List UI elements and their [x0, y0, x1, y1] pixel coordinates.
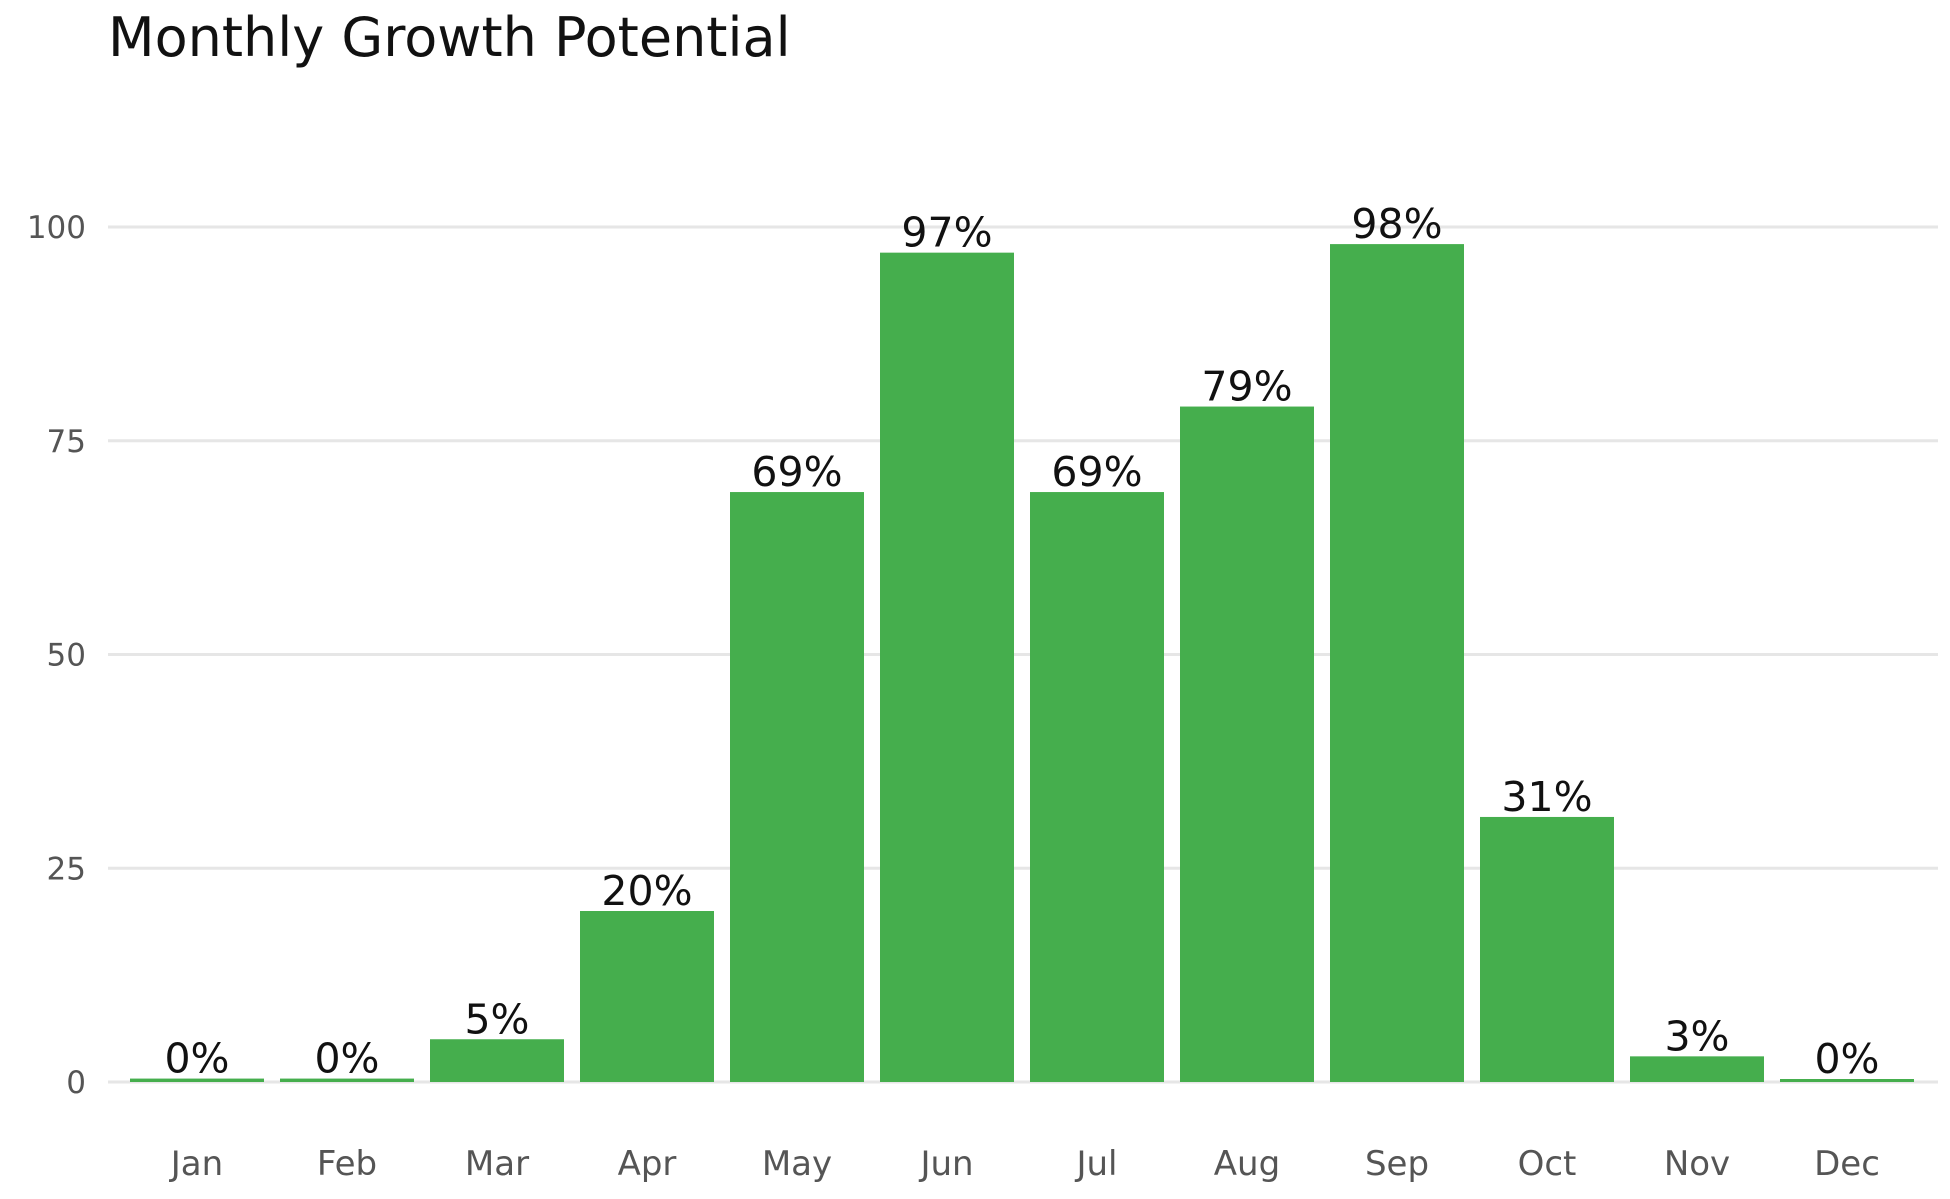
data-label-sep: 98%	[1351, 200, 1442, 248]
bars	[130, 244, 1914, 1083]
bar-feb	[280, 1078, 414, 1082]
data-label-mar: 5%	[464, 995, 529, 1043]
x-tick-label-jul: Jul	[1074, 1144, 1117, 1184]
x-tick-label-aug: Aug	[1214, 1144, 1280, 1184]
bar-sep	[1330, 244, 1464, 1083]
bar-nov	[1630, 1056, 1764, 1082]
bar-jun	[880, 252, 1014, 1082]
data-label-oct: 31%	[1501, 773, 1592, 821]
data-labels: 0% 0% 5% 20% 69% 97% 69% 79% 98% 31% 3% 0%	[164, 200, 1879, 1083]
x-tick-label-jan: Jan	[169, 1144, 223, 1184]
x-tick-label-apr: Apr	[618, 1144, 677, 1184]
x-tick-label-nov: Nov	[1664, 1144, 1730, 1184]
x-tick-label-sep: Sep	[1365, 1144, 1429, 1184]
y-axis-ticks: 0 25 50 75 100	[27, 210, 86, 1101]
data-label-jul: 69%	[1051, 448, 1142, 496]
bar-apr	[580, 911, 714, 1082]
chart-title: Monthly Growth Potential	[108, 6, 791, 69]
data-label-dec: 0%	[1814, 1035, 1879, 1083]
bar-aug	[1180, 406, 1314, 1082]
data-label-feb: 0%	[314, 1035, 379, 1083]
x-tick-label-feb: Feb	[317, 1144, 377, 1184]
x-tick-label-oct: Oct	[1518, 1144, 1577, 1184]
bar-dec	[1780, 1079, 1914, 1082]
bar-jul	[1030, 492, 1164, 1082]
data-label-jun: 97%	[901, 209, 992, 257]
x-tick-label-mar: Mar	[465, 1144, 529, 1184]
bar-mar	[430, 1039, 564, 1082]
gridlines	[108, 225, 1938, 1084]
x-axis-ticks: Jan Feb Mar Apr May Jun Jul Aug Sep Oct Nov Dec	[169, 1144, 1880, 1184]
bar-jan	[130, 1078, 264, 1082]
data-label-jan: 0%	[164, 1035, 229, 1083]
data-label-nov: 3%	[1664, 1012, 1729, 1060]
data-label-may: 69%	[751, 448, 842, 496]
y-tick-label: 100	[27, 210, 86, 246]
y-tick-label: 0	[66, 1065, 86, 1101]
y-tick-label: 75	[47, 424, 86, 460]
bar-may	[730, 492, 864, 1082]
x-tick-label-jun: Jun	[918, 1144, 973, 1184]
bar-oct	[1480, 816, 1614, 1082]
x-tick-label-may: May	[762, 1144, 832, 1184]
x-tick-label-dec: Dec	[1814, 1144, 1880, 1184]
data-label-aug: 79%	[1201, 363, 1292, 411]
y-tick-label: 50	[47, 638, 86, 674]
y-tick-label: 25	[47, 851, 86, 887]
data-label-apr: 20%	[601, 867, 692, 915]
